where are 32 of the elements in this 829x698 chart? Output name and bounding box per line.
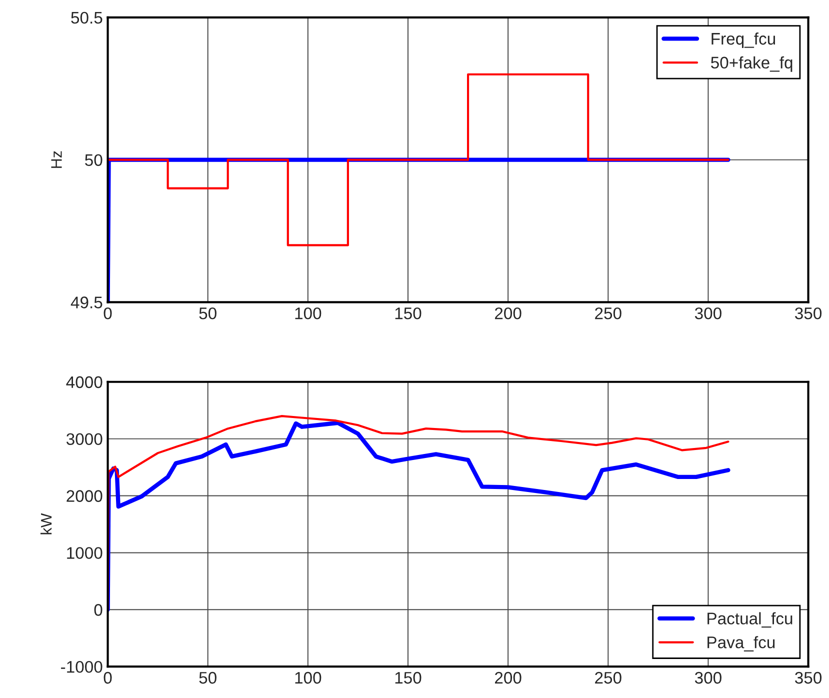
legend-label: Pactual_fcu <box>708 612 792 628</box>
x-tick-label: 50 <box>199 307 216 320</box>
legend-label: Pava_fcu <box>708 636 775 652</box>
x-tick-label: 200 <box>494 307 522 320</box>
x-tick-label: 250 <box>595 672 622 684</box>
line-series <box>108 73 730 246</box>
y-tick-label: 4000 <box>66 376 102 388</box>
x-tick-label: 150 <box>395 672 422 684</box>
y-tick-label: 49.5 <box>70 296 102 308</box>
x-tick-label: 0 <box>104 672 112 684</box>
legend-label: 50+fake_fq <box>711 56 792 72</box>
x-tick-label: 350 <box>795 672 822 684</box>
y-tick-label: 50 <box>85 154 102 166</box>
x-tick-label: 300 <box>694 307 722 320</box>
y-tick-label: 2000 <box>66 490 102 502</box>
x-tick-label: 100 <box>295 307 322 320</box>
x-tick-label: 300 <box>694 672 722 684</box>
x-tick-label: 100 <box>295 672 322 684</box>
y-axis-title: Hz <box>51 151 62 168</box>
y-tick-label: 0 <box>94 604 102 616</box>
x-tick-label: 150 <box>395 307 422 320</box>
legend-label: Freq_fcu <box>712 32 775 48</box>
y-tick-label: 1000 <box>67 547 102 559</box>
x-tick-label: 250 <box>595 307 622 320</box>
x-tick-label: 50 <box>199 672 216 684</box>
x-tick-label: 0 <box>104 307 112 320</box>
y-tick-label: 50.5 <box>71 12 102 24</box>
y-tick-label: -1000 <box>61 660 102 673</box>
y-tick-label: 3000 <box>66 433 102 446</box>
x-tick-label: 350 <box>795 307 822 320</box>
x-tick-label: 200 <box>494 672 522 684</box>
y-axis-title: kW <box>40 513 52 534</box>
